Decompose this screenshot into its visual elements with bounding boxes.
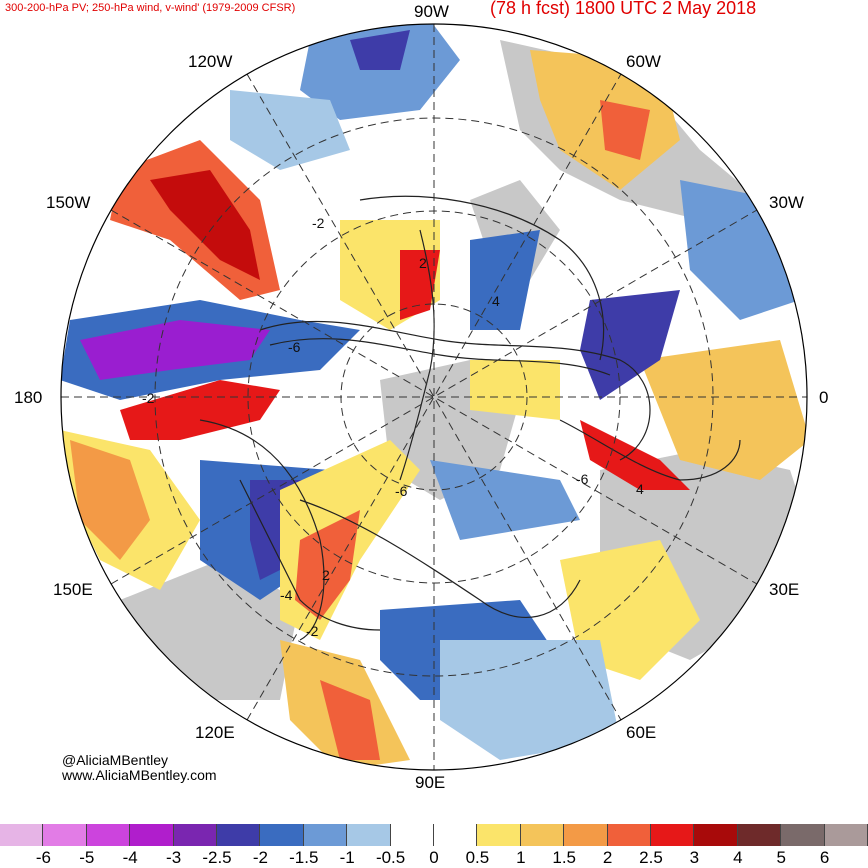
pv-blob-orange-east [640, 340, 807, 480]
colorbar-swatch [0, 824, 44, 846]
colorbar-tick-label: 0.5 [465, 848, 490, 867]
lon-label-30e: 30E [769, 580, 800, 599]
colorbar-tick-label: -2 [252, 848, 268, 867]
pv-blob-blue-center-east [430, 460, 580, 540]
colorbar-tick-label: 5 [776, 848, 786, 867]
map-title: (78 h fcst) 1800 UTC 2 May 2018 [490, 0, 757, 18]
contour-label: 4 [636, 481, 644, 497]
pv-blob-blue-center-north [470, 230, 540, 330]
lon-label-60e: 60E [626, 723, 657, 742]
credit-handle: @AliciaMBentley [62, 752, 169, 768]
colorbar-swatch [824, 824, 868, 846]
colorbar-tick-label: -2.5 [202, 848, 232, 867]
colorbar-tick-label: 1 [516, 848, 526, 867]
contour-label: -2 [312, 215, 325, 231]
map-subtitle: 300-200-hPa PV; 250-hPa wind, v-wind' (1… [5, 2, 296, 14]
colorbar-swatch [130, 824, 174, 846]
colorbar-swatch [607, 824, 651, 846]
polar-stereographic-map: -2 2 -6 4 -2 -6 -6 2 -4 -2 4 [60, 23, 808, 771]
colorbar-swatch [651, 824, 695, 846]
graticule [61, 24, 807, 770]
contour-label: 4 [492, 293, 500, 309]
colorbar-tick-label: 2 [602, 848, 613, 867]
colorbar-swatch [173, 824, 217, 846]
map-field [61, 24, 807, 770]
contour-label: -2 [306, 623, 319, 639]
colorbar-tick-label: -1.5 [289, 848, 319, 867]
contour-label: -6 [288, 339, 301, 355]
colorbar-tick-label: -5 [79, 848, 95, 867]
credit-website: www.AliciaMBentley.com [62, 767, 217, 783]
contour-label: 2 [322, 567, 330, 583]
colorbar-swatch [347, 824, 391, 846]
pv-blob-red-east [580, 420, 690, 490]
colorbar-tick-label: -3 [166, 848, 182, 867]
lon-label-180: 180 [14, 388, 43, 407]
pv-blob-lightblue-southeast [440, 640, 620, 760]
colorbar-swatch [694, 824, 738, 846]
pv-blob-red-top-right [600, 100, 650, 160]
pv-blob-red-bottom-left [320, 680, 380, 760]
colorbar-swatch [43, 824, 87, 846]
pv-blob-red-west [120, 380, 280, 440]
colorbar-legend: -6 -5 -4 -3 -2.5 -2 -1.5 -1 -0.5 0 0.5 1 1.5 2 2.5 3 4 5 6 [0, 824, 868, 867]
contour-label: 2 [419, 255, 427, 271]
pv-blob-orange-southwest [70, 440, 150, 560]
pv-anomaly-shading [61, 24, 807, 770]
pv-blob-red-center-north [400, 250, 440, 320]
pv-blob-purple-west [80, 320, 270, 380]
contour-label: -4 [280, 587, 293, 603]
contour-value-labels: -2 2 -6 4 -2 -6 -6 2 -4 -2 4 [142, 215, 644, 639]
lon-label-60w: 60W [626, 52, 661, 71]
colorbar-tick-label: 6 [819, 848, 830, 867]
colorbar-swatch [737, 824, 782, 846]
lon-label-90e: 90E [415, 773, 446, 792]
lon-label-90w: 90W [414, 2, 449, 21]
colorbar-swatch [781, 824, 825, 846]
colorbar-tick-label: 2.5 [639, 848, 663, 867]
colorbar-swatch [520, 824, 565, 846]
colorbar-swatch [260, 824, 304, 846]
map-boundary [60, 23, 808, 771]
colorbar-swatch [564, 824, 608, 846]
colorbar-swatch [86, 824, 131, 846]
pv-blob-yellow-center-east [470, 360, 560, 420]
contour-label: -6 [395, 483, 408, 499]
lon-label-150w: 150W [46, 193, 91, 212]
contour-label: -6 [576, 471, 589, 487]
lon-label-120w: 120W [188, 52, 233, 71]
lon-label-30w: 30W [769, 193, 804, 212]
lon-label-120e: 120E [195, 723, 235, 742]
lon-label-0: 0 [819, 388, 829, 407]
colorbar-tick-label: -1 [339, 848, 355, 867]
colorbar-tick-label: 1.5 [552, 848, 576, 867]
colorbar-swatch [303, 824, 348, 846]
colorbar-swatch [477, 824, 521, 846]
colorbar-tick-label: 4 [733, 848, 743, 867]
lon-label-150e: 150E [53, 580, 93, 599]
pv-blob-red-south [295, 510, 360, 620]
colorbar-tick-label: -6 [35, 848, 51, 867]
colorbar-tick-label: -0.5 [375, 848, 406, 867]
colorbar-tick-label: 3 [689, 848, 700, 867]
colorbar-tick-label: -4 [122, 848, 138, 867]
pv-blob-lightblue-north [230, 90, 350, 170]
colorbar-swatch [434, 824, 478, 846]
colorbar-swatch [217, 824, 261, 846]
colorbar-tick-label: 0 [429, 848, 439, 867]
contour-label: -2 [142, 390, 155, 406]
colorbar-swatch [390, 824, 434, 846]
pv-blob-indigo-top [350, 30, 410, 70]
pv-contours [199, 195, 741, 641]
pv-blob-darkred-northwest [150, 170, 260, 280]
